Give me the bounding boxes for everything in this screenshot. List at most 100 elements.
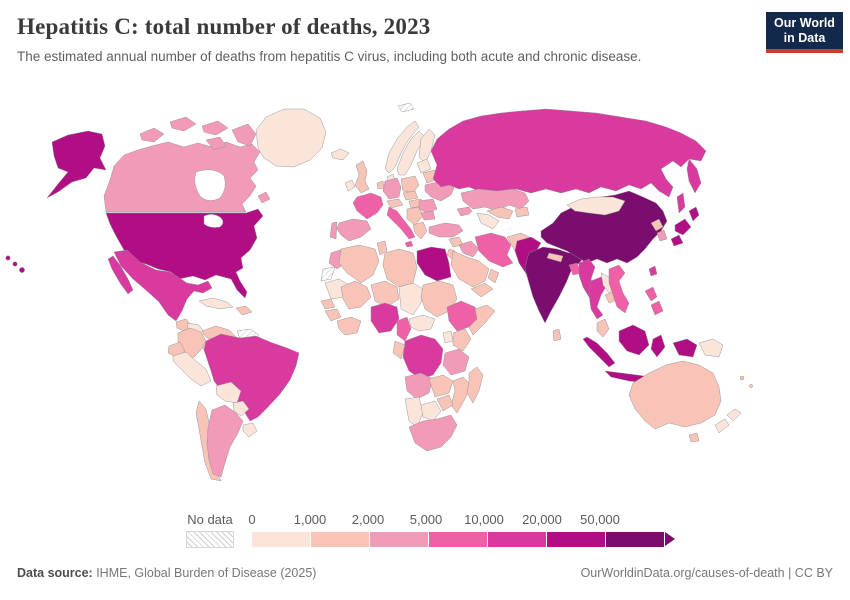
country-mongolia[interactable] — [566, 196, 626, 216]
country-usa-hawaii-1[interactable] — [5, 255, 11, 261]
country-svalbard[interactable] — [397, 102, 415, 113]
country-pacific-islands-1[interactable] — [739, 375, 745, 381]
country-argentina[interactable] — [206, 404, 244, 478]
country-chad[interactable] — [398, 282, 424, 316]
country-botswana[interactable] — [420, 400, 442, 422]
legend-bin-0-1,000[interactable] — [252, 532, 311, 547]
country-japan-hokkaido[interactable] — [688, 206, 700, 222]
country-congo-gabon[interactable] — [392, 340, 406, 360]
country-somalia[interactable] — [468, 304, 496, 336]
country-australia[interactable] — [628, 360, 722, 430]
country-indonesia-papua[interactable] — [672, 338, 698, 358]
country-madagascar[interactable] — [466, 366, 484, 404]
country-canada-newfoundland[interactable] — [257, 191, 271, 204]
country-iceland[interactable] — [330, 148, 350, 161]
country-usa-alaska[interactable] — [46, 130, 107, 199]
country-niger[interactable] — [370, 280, 400, 308]
country-ivory-coast-ghana[interactable] — [336, 316, 362, 336]
country-canada-baffin[interactable] — [231, 123, 257, 147]
country-saudi-arabia[interactable] — [450, 250, 490, 288]
country-vietnam[interactable] — [608, 264, 630, 314]
country-paraguay[interactable] — [232, 400, 250, 417]
no-data-swatch[interactable] — [186, 531, 234, 548]
country-spain[interactable] — [336, 218, 372, 242]
country-portugal[interactable] — [329, 221, 338, 240]
country-usa-hawaii-3[interactable] — [19, 267, 25, 273]
country-indonesia-sulawesi[interactable] — [650, 334, 666, 358]
country-uganda[interactable] — [442, 330, 454, 344]
country-dr-congo[interactable] — [402, 334, 444, 380]
legend-bin-2,000-5,000[interactable] — [370, 532, 429, 547]
country-italy[interactable] — [386, 206, 416, 240]
country-north-korea[interactable] — [650, 218, 664, 232]
country-mexico[interactable] — [113, 249, 213, 322]
country-kenya[interactable] — [452, 328, 472, 352]
country-benelux[interactable] — [376, 180, 385, 190]
country-guinea[interactable] — [324, 308, 342, 322]
country-russia-kamchatka[interactable] — [686, 158, 702, 194]
country-brazil[interactable] — [203, 333, 300, 422]
country-mozambique[interactable] — [450, 376, 472, 414]
country-iran[interactable] — [474, 232, 514, 268]
country-ireland[interactable] — [344, 179, 356, 192]
country-tunisia[interactable] — [376, 240, 388, 256]
owid-logo[interactable]: Our World in Data — [766, 12, 843, 53]
country-oman[interactable] — [487, 268, 500, 284]
country-uzbekistan[interactable] — [486, 206, 514, 220]
country-peru[interactable] — [172, 351, 212, 387]
country-indonesia-sumatra[interactable] — [582, 336, 616, 368]
country-namibia[interactable] — [404, 396, 424, 428]
country-canada[interactable] — [103, 141, 261, 213]
country-zimbabwe[interactable] — [436, 394, 454, 412]
country-romania[interactable] — [418, 198, 438, 214]
country-guatemala[interactable] — [175, 318, 192, 332]
country-indonesia-borneo[interactable] — [618, 324, 650, 356]
country-mexico-baja[interactable] — [107, 255, 134, 295]
legend-bin-5,000-10,000[interactable] — [429, 532, 488, 547]
country-uruguay[interactable] — [242, 422, 258, 438]
legend-bin-1,000-2,000[interactable] — [311, 532, 370, 547]
country-new-zealand-north[interactable] — [726, 408, 742, 422]
country-egypt[interactable] — [416, 246, 452, 282]
country-mali[interactable] — [340, 280, 372, 310]
country-zambia[interactable] — [428, 374, 454, 398]
country-cameroon[interactable] — [396, 316, 412, 342]
country-sri-lanka[interactable] — [552, 328, 562, 342]
country-norway[interactable] — [384, 120, 420, 174]
legend-bin-50,000+[interactable] — [606, 532, 665, 547]
country-western-sahara[interactable] — [320, 266, 336, 282]
legend-bin-10,000-20,000[interactable] — [488, 532, 547, 547]
country-pacific-islands-2[interactable] — [749, 384, 753, 388]
country-baltics[interactable] — [416, 158, 432, 174]
country-philippines-mindanao[interactable] — [650, 300, 664, 316]
country-nepal[interactable] — [546, 252, 564, 263]
legend-bin-20,000-50,000[interactable] — [547, 532, 606, 547]
country-tanzania[interactable] — [442, 348, 470, 376]
country-malaysia[interactable] — [596, 318, 610, 338]
country-usa-hawaii-2[interactable] — [12, 261, 18, 267]
country-czech-slovakia[interactable] — [402, 190, 419, 201]
country-senegal[interactable] — [320, 298, 336, 310]
country-russia-sakhalin[interactable] — [676, 192, 686, 214]
country-russia[interactable] — [430, 108, 707, 198]
country-central-african-republic[interactable] — [408, 314, 436, 332]
country-taiwan[interactable] — [648, 265, 658, 277]
country-greece[interactable] — [412, 221, 428, 240]
country-new-zealand-south[interactable] — [714, 418, 730, 434]
country-japan-honshu[interactable] — [674, 218, 692, 236]
country-south-africa[interactable] — [408, 414, 458, 452]
country-canada-arctic-2[interactable] — [169, 116, 197, 132]
country-nigeria[interactable] — [370, 302, 400, 334]
country-canada-arctic-3[interactable] — [201, 120, 229, 136]
country-italy-sicily[interactable] — [404, 240, 414, 248]
country-canada-arctic-4[interactable] — [205, 136, 227, 151]
country-cuba[interactable] — [198, 297, 234, 310]
country-algeria[interactable] — [338, 244, 380, 284]
footer-attribution-link[interactable]: OurWorldinData.org/causes-of-death | CC … — [580, 566, 833, 580]
country-angola[interactable] — [404, 372, 434, 400]
country-papua-new-guinea[interactable] — [698, 338, 724, 358]
country-yemen[interactable] — [470, 282, 494, 298]
country-australia-tasmania[interactable] — [688, 432, 700, 443]
country-philippines-luzon[interactable] — [644, 286, 658, 302]
